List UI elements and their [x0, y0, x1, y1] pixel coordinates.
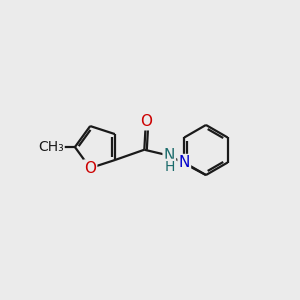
Text: H: H	[164, 160, 175, 174]
Text: CH₃: CH₃	[38, 140, 64, 154]
Text: O: O	[84, 160, 96, 175]
Text: O: O	[140, 114, 152, 129]
Text: N: N	[164, 148, 175, 163]
Text: N: N	[178, 155, 190, 170]
